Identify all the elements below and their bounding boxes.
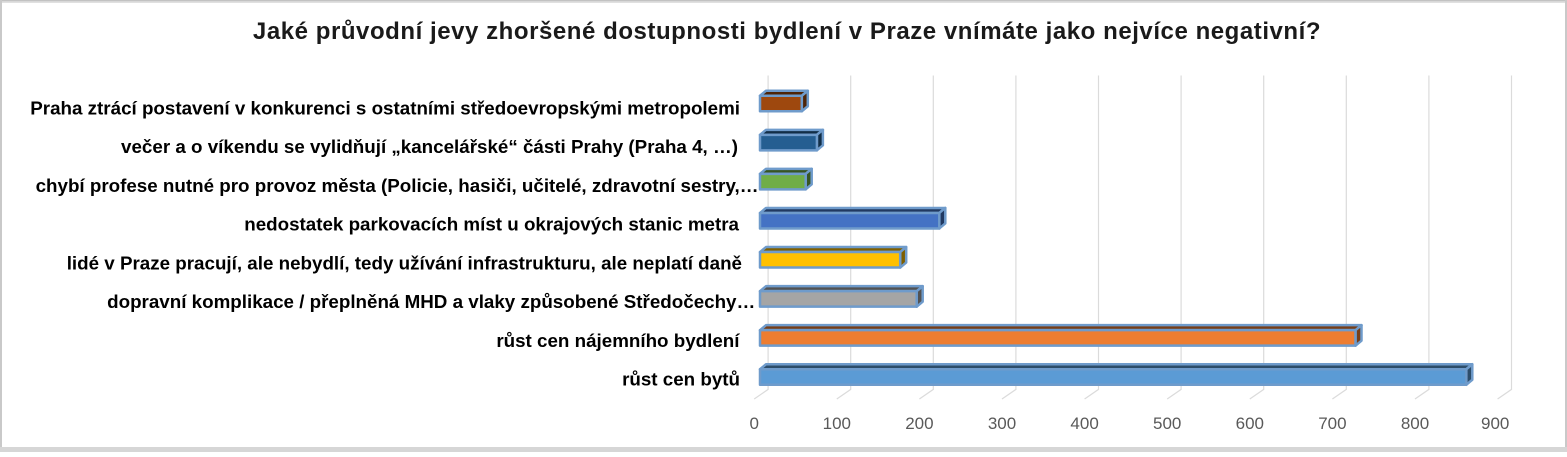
svg-text:200: 200 [905, 414, 933, 433]
svg-text:0: 0 [749, 414, 758, 433]
svg-text:růst cen bytů: růst cen bytů [622, 369, 740, 390]
svg-text:večer a o víkendu se vylidňují: večer a o víkendu se vylidňují „kancelář… [121, 136, 738, 157]
svg-text:400: 400 [1070, 414, 1098, 433]
svg-text:500: 500 [1153, 414, 1181, 433]
svg-text:100: 100 [823, 414, 851, 433]
svg-text:nedostatek parkovacích míst u: nedostatek parkovacích míst u okrajových… [244, 214, 739, 235]
svg-text:900: 900 [1481, 414, 1509, 433]
svg-text:Praha ztrácí postavení v konku: Praha ztrácí postavení v konkurenci s os… [30, 97, 740, 118]
svg-text:700: 700 [1318, 414, 1346, 433]
svg-text:Jaké průvodní jevy zhoršené do: Jaké průvodní jevy zhoršené dostupnosti … [253, 18, 1321, 45]
svg-text:600: 600 [1236, 414, 1264, 433]
svg-text:dopravní komplikace / přeplněn: dopravní komplikace / přeplněná MHD a vl… [107, 291, 755, 312]
svg-text:300: 300 [988, 414, 1016, 433]
svg-text:lidé v Praze pracují, ale neby: lidé v Praze pracují, ale nebydlí, tedy … [67, 252, 742, 273]
svg-text:chybí profese nutné pro provoz: chybí profese nutné pro provoz města (Po… [36, 175, 759, 196]
svg-text:růst cen nájemního bydlení: růst cen nájemního bydlení [496, 330, 740, 351]
svg-text:800: 800 [1401, 414, 1429, 433]
